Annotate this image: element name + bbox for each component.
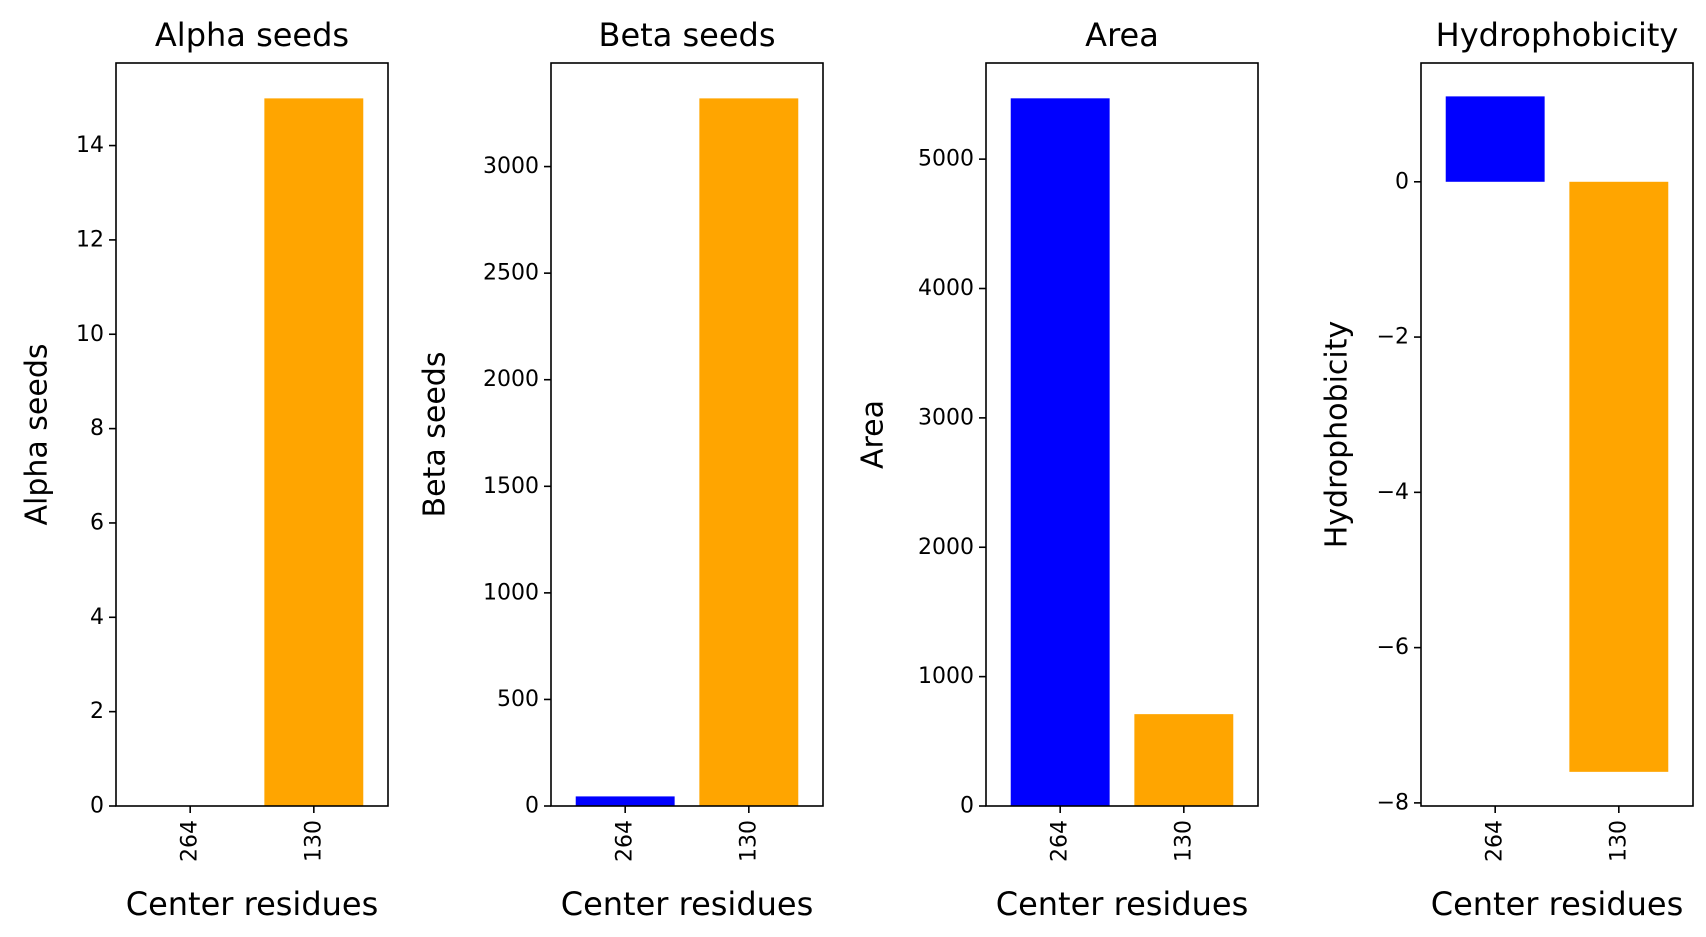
x-tick-label: 130 bbox=[1171, 820, 1196, 862]
x-tick-label: 264 bbox=[613, 820, 638, 862]
x-tick-label: 130 bbox=[736, 820, 761, 862]
x-axis-label: Center residues bbox=[1431, 885, 1684, 923]
subplot-title: Hydrophobicity bbox=[1436, 16, 1679, 54]
axes-frame bbox=[985, 62, 1259, 807]
y-axis-label: Beta seeds bbox=[418, 352, 453, 518]
y-tick-label: 0 bbox=[960, 794, 974, 819]
y-tick-label: 2000 bbox=[918, 535, 974, 560]
y-tick-label: −6 bbox=[1377, 635, 1409, 660]
bar-130 bbox=[264, 98, 364, 806]
y-tick-label: 4 bbox=[90, 605, 104, 630]
y-tick-label: 0 bbox=[1395, 169, 1409, 194]
y-tick-label: −4 bbox=[1377, 480, 1409, 505]
y-tick-label: 8 bbox=[90, 416, 104, 441]
x-tick-label: 264 bbox=[178, 820, 203, 862]
y-tick-label: 5000 bbox=[918, 147, 974, 172]
bar-130 bbox=[1569, 181, 1669, 772]
y-tick-label: 14 bbox=[76, 133, 104, 158]
y-tick-label: 2500 bbox=[483, 261, 539, 286]
x-tick-label: 130 bbox=[1606, 820, 1631, 862]
y-tick-label: 12 bbox=[76, 227, 104, 252]
subplot-title: Area bbox=[1085, 16, 1159, 54]
subplot-1: 0 2 4 6 8 10 12 14 264 130 Alpha seeds Center resid… bbox=[20, 16, 389, 923]
y-tick-label: 4000 bbox=[918, 276, 974, 301]
y-tick-label: 0 bbox=[90, 794, 104, 819]
bar-130 bbox=[699, 98, 799, 806]
subplot-4: −8 −6 −4 −2 0 264 130 Hydrophobicity Center resi… bbox=[1320, 16, 1694, 923]
y-tick-label: 500 bbox=[497, 687, 539, 712]
subplot-3: 0 1000 2000 3000 4000 5000 264 130 Area Center re… bbox=[856, 16, 1259, 923]
y-tick-label: 1500 bbox=[483, 474, 539, 499]
bar-130 bbox=[1134, 714, 1234, 806]
y-tick-label: 1000 bbox=[483, 580, 539, 605]
subplot-title: Alpha seeds bbox=[155, 16, 349, 54]
axes-frame bbox=[115, 62, 389, 807]
y-axis-label: Alpha seeds bbox=[20, 343, 55, 525]
y-tick-label: −2 bbox=[1377, 325, 1409, 350]
y-tick-label: 3000 bbox=[483, 154, 539, 179]
bar-264 bbox=[1010, 98, 1110, 807]
bar-264 bbox=[575, 796, 675, 806]
y-tick-label: −8 bbox=[1377, 790, 1409, 815]
y-tick-label: 6 bbox=[90, 510, 104, 535]
x-axis-label: Center residues bbox=[996, 885, 1249, 923]
x-tick-label: 130 bbox=[301, 820, 326, 862]
y-tick-label: 1000 bbox=[918, 664, 974, 689]
x-axis-label: Center residues bbox=[561, 885, 814, 923]
y-tick-label: 3000 bbox=[918, 405, 974, 430]
subplot-2: 0 500 1000 1500 2000 2500 3000 264 130 Beta seeds… bbox=[418, 16, 824, 923]
y-tick-label: 2 bbox=[90, 699, 104, 724]
y-tick-label: 2000 bbox=[483, 367, 539, 392]
axes-frame bbox=[550, 62, 824, 807]
bar-264 bbox=[1445, 96, 1545, 182]
subplot-title: Beta seeds bbox=[599, 16, 776, 54]
y-tick-label: 10 bbox=[76, 322, 104, 347]
y-axis-label: Hydrophobicity bbox=[1320, 321, 1355, 549]
x-axis-label: Center residues bbox=[126, 885, 379, 923]
x-tick-label: 264 bbox=[1483, 820, 1508, 862]
y-tick-label: 0 bbox=[525, 794, 539, 819]
axes-frame bbox=[1420, 62, 1694, 807]
y-axis-label: Area bbox=[856, 400, 891, 469]
x-tick-label: 264 bbox=[1048, 820, 1073, 862]
